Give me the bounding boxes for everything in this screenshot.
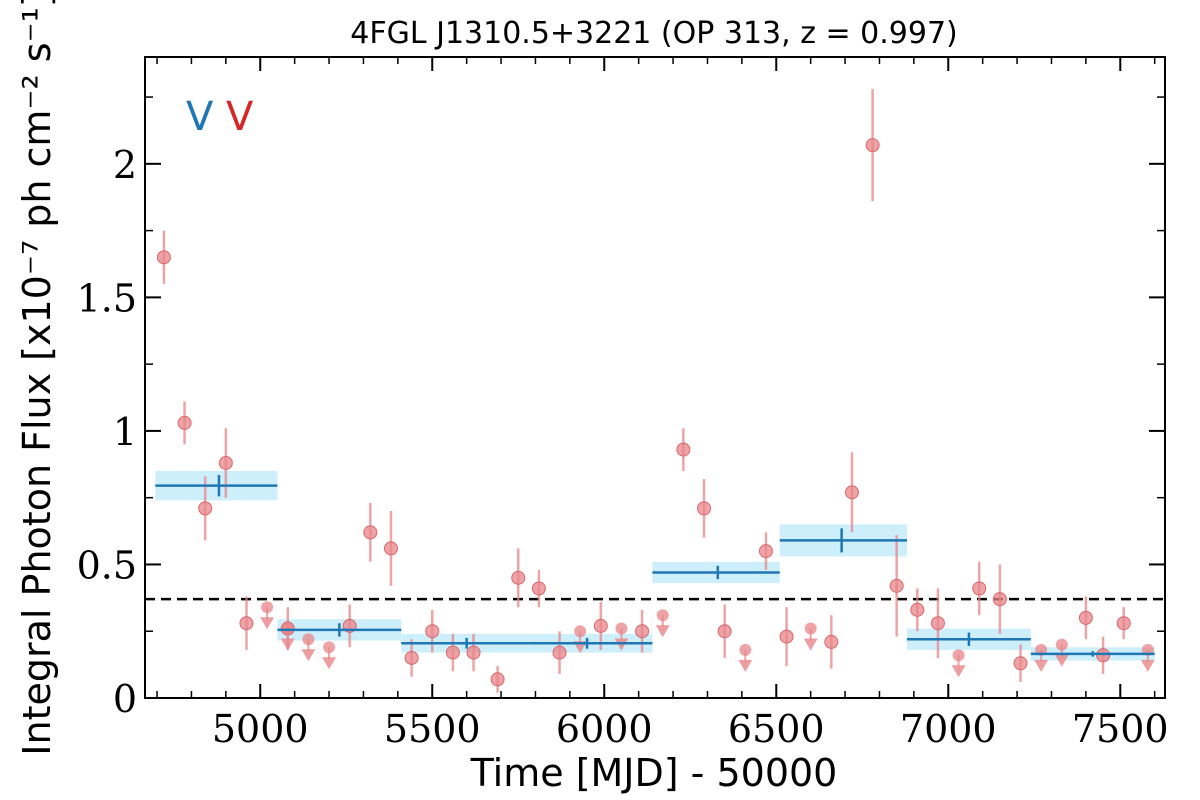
flux-point-31 [992, 592, 1007, 607]
x-tick-label: 6500 [728, 707, 825, 751]
flux-point-15 [531, 581, 546, 596]
flux-point-25 [844, 485, 859, 500]
flux-point-13 [490, 672, 505, 687]
flux-point-14 [511, 570, 526, 585]
flux-point-1 [177, 415, 192, 430]
x-tick-label: 7000 [900, 707, 997, 751]
upper-limit-arrow-11 [1054, 654, 1069, 667]
x-tick-label: 7500 [1072, 707, 1169, 751]
flux-point-8 [383, 541, 398, 556]
plot-frame [144, 56, 1166, 699]
flux-point-3 [218, 455, 233, 470]
flux-point-10 [425, 624, 440, 639]
flux-point-23 [779, 629, 794, 644]
marker-label-blue: V [186, 94, 214, 140]
upper-limit-arrow-5 [614, 638, 629, 651]
flux-point-24 [824, 634, 839, 649]
upper-limit-arrow-2 [301, 649, 316, 662]
flux-point-22 [758, 544, 773, 559]
upper-limit-arrow-12 [1140, 659, 1155, 672]
flux-point-19 [676, 442, 691, 457]
upper-limit-arrow-8 [803, 638, 818, 651]
y-axis-label: Integral Photon Flux [x10⁻⁷ ph cm⁻² s⁻¹] [15, 0, 59, 756]
bin-bands [155, 470, 1155, 661]
flux-point-27 [889, 578, 904, 593]
upper-limit-arrow-9 [951, 665, 966, 678]
flux-point-32 [1013, 656, 1028, 671]
upper-limit-arrow-3 [322, 657, 337, 670]
flux-point-0 [156, 250, 171, 265]
fine-flux-points [156, 89, 1131, 693]
y-axis-ticks: 0 0.5 1 1.5 2 [77, 96, 1165, 721]
x-axis-label: Time [MJD] - 50000 [470, 751, 838, 795]
upper-limit-arrow-1 [280, 638, 295, 651]
flux-point-29 [930, 616, 945, 631]
binned-flux-points [155, 474, 1155, 657]
flux-point-20 [697, 501, 712, 516]
flux-point-16 [552, 645, 567, 660]
flux-point-18 [635, 624, 650, 639]
upper-limit-arrow-10 [1034, 659, 1049, 672]
flux-point-35 [1116, 616, 1131, 631]
x-tick-label: 5000 [212, 707, 309, 751]
flux-point-33 [1078, 610, 1093, 625]
y-tick-label: 0 [113, 677, 137, 721]
flux-point-11 [445, 645, 460, 660]
flux-point-9 [404, 650, 419, 665]
flux-point-28 [910, 602, 925, 617]
flux-point-4 [239, 616, 254, 631]
flux-point-12 [466, 645, 481, 660]
upper-limit-arrow-6 [655, 625, 670, 638]
flux-point-26 [865, 138, 880, 153]
x-tick-label: 6000 [556, 707, 653, 751]
flux-point-30 [972, 581, 987, 596]
upper-limit-arrow-0 [260, 617, 275, 630]
y-tick-label: 0.5 [77, 543, 137, 587]
flux-point-34 [1096, 648, 1111, 663]
flux-point-17 [593, 618, 608, 633]
y-tick-label: 1.5 [77, 276, 137, 320]
marker-label-red: V [226, 94, 254, 140]
chart-title: 4FGL J1310.5+3221 (OP 313, z = 0.997) [350, 16, 958, 51]
flux-point-7 [363, 525, 378, 540]
flux-point-2 [198, 501, 213, 516]
x-axis-ticks: 5000 5500 6000 6500 7000 7500 [156, 57, 1169, 751]
y-tick-label: 2 [113, 143, 137, 187]
flux-point-21 [717, 624, 732, 639]
upper-limit-arrow-7 [738, 659, 753, 672]
y-tick-label: 1 [113, 410, 137, 454]
x-tick-label: 5500 [384, 707, 481, 751]
